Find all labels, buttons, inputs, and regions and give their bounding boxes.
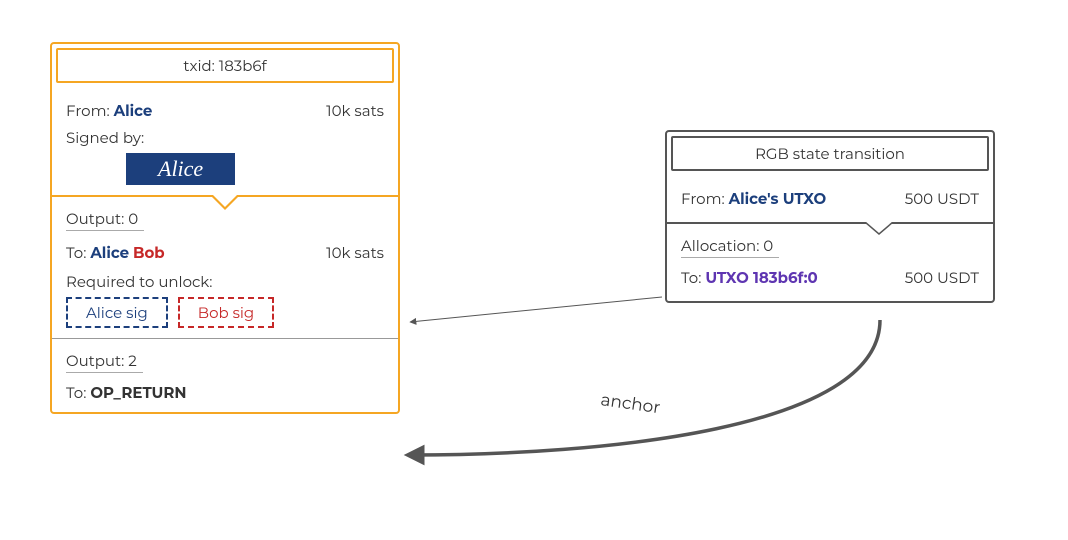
opreturn-to-label: To: [66,383,86,402]
bob-sig-slot: Bob sig [178,297,274,328]
anchor-arrow [410,320,880,455]
from-amount: 10k sats [326,101,384,120]
tx-output0-section: Output: 0 To: Alice Bob 10k sats Require… [52,197,398,338]
rgb-from-section: From: Alice's UTXO 500 USDT [667,175,993,222]
rgb-from-amount: 500 USDT [905,189,979,208]
bitcoin-tx-box: txid: 183b6f From: Alice 10k sats Signed… [50,42,400,414]
tx-output2-section: Output: 2 To: OP_RETURN [52,339,398,412]
utxo-reference-arrow [410,297,662,322]
rgb-to-amount: 500 USDT [905,268,979,287]
rgb-state-transition-box: RGB state transition From: Alice's UTXO … [665,130,995,303]
to-label: To: [66,243,86,262]
alice-sig-slot: Alice sig [66,297,168,328]
output0-label: Output: 0 [66,207,144,231]
rgb-from-value: Alice's UTXO [729,189,827,208]
tx-input-section: From: Alice 10k sats Signed by: Alice [52,87,398,195]
unlock-label: Required to unlock: [66,272,212,291]
alice-signature-stamp: Alice [126,153,235,185]
from-alice: Alice [114,101,153,120]
signed-by-label: Signed by: [66,128,144,147]
tx-id: txid: 183b6f [183,56,266,75]
output0-amount: 10k sats [326,243,384,262]
to-alice: Alice [90,243,129,262]
tx-header: txid: 183b6f [56,48,394,83]
op-return: OP_RETURN [90,383,186,402]
from-label: From: [66,101,110,120]
anchor-label: anchor [599,390,661,418]
rgb-title: RGB state transition [755,144,905,163]
rgb-header: RGB state transition [671,136,989,171]
rgb-from-label: From: [681,189,725,208]
output2-label: Output: 2 [66,349,143,373]
rgb-to-value: UTXO 183b6f:0 [705,268,817,287]
rgb-to-label: To: [681,268,701,287]
to-bob: Bob [133,243,165,262]
rgb-alloc-label: Allocation: 0 [681,234,779,258]
rgb-alloc-section: Allocation: 0 To: UTXO 183b6f:0 500 USDT [667,224,993,301]
